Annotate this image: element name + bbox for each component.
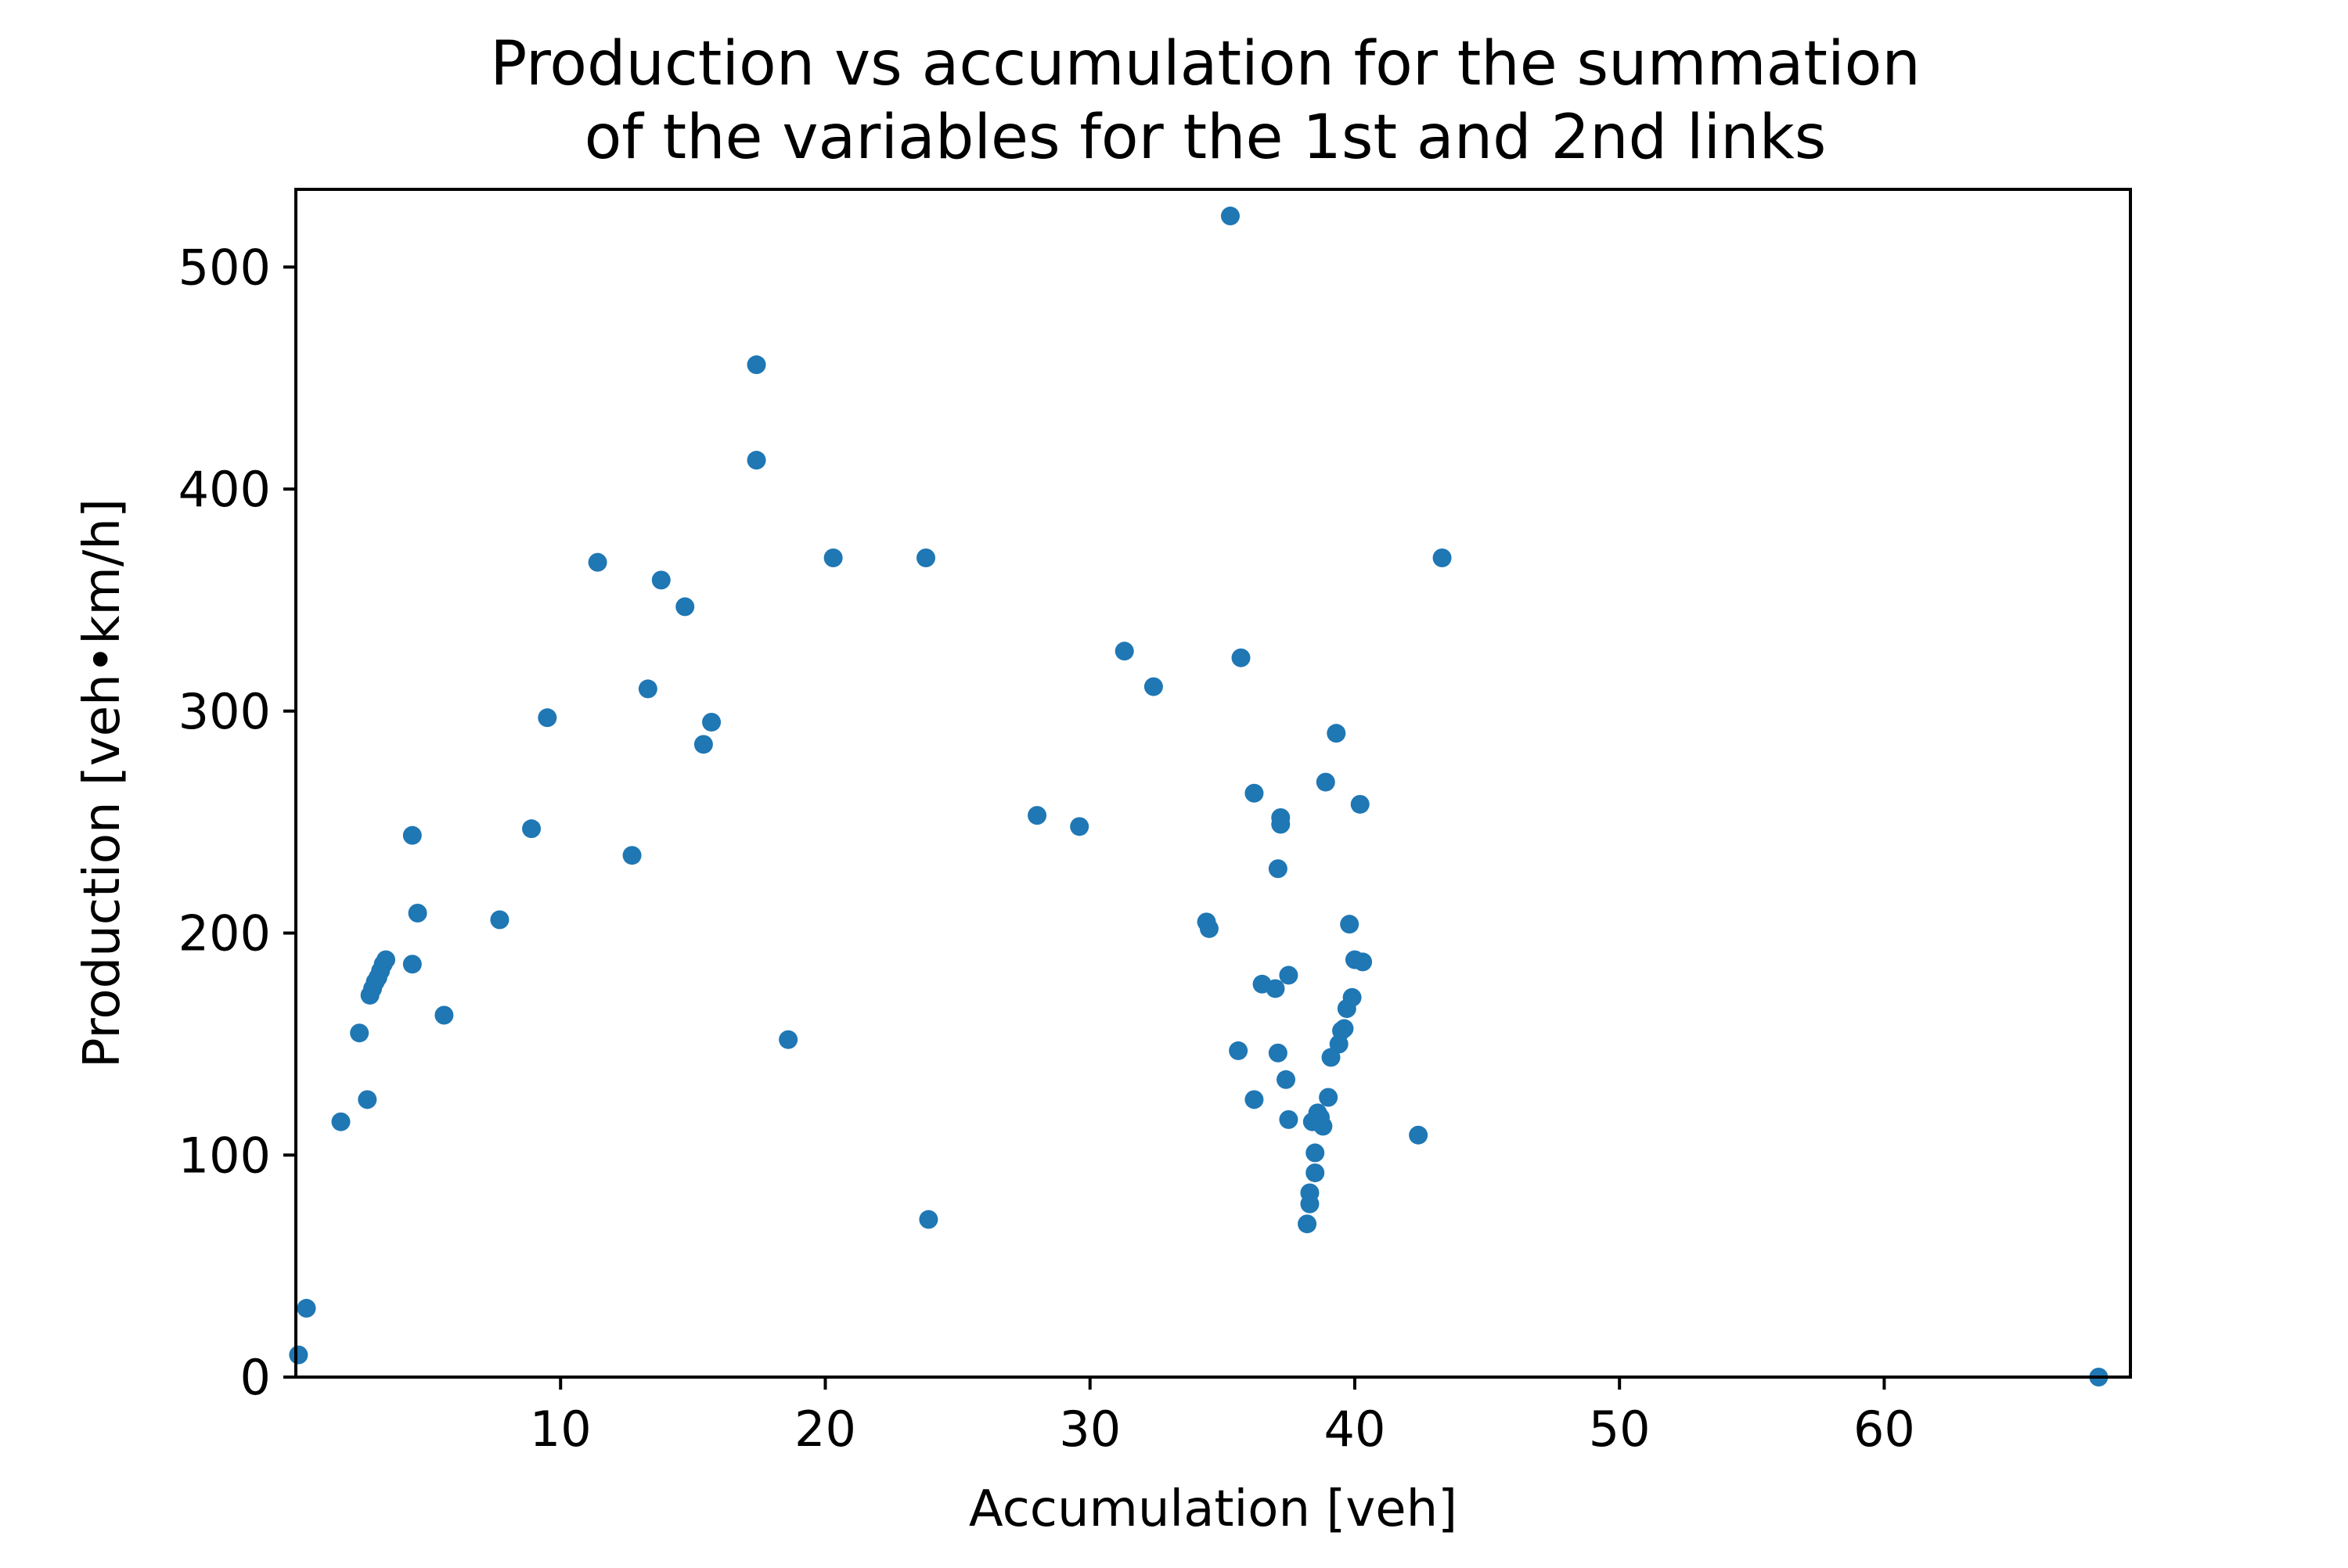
- data-points: [289, 207, 2109, 1386]
- data-point: [1220, 207, 1240, 226]
- data-point: [638, 679, 657, 699]
- x-tick-label: 10: [530, 1401, 592, 1458]
- y-tick-label: 0: [240, 1349, 271, 1406]
- data-point: [917, 548, 936, 568]
- chart-title: Production vs accumulation for the summa…: [490, 29, 1921, 173]
- data-point: [1279, 1109, 1298, 1129]
- data-point: [350, 1023, 369, 1043]
- data-point: [1028, 806, 1047, 825]
- data-point: [1229, 1041, 1248, 1060]
- data-point: [1313, 1117, 1333, 1136]
- data-point: [747, 355, 766, 375]
- data-point: [1298, 1214, 1317, 1234]
- x-axis: 10 20 30 40 50 60: [530, 1377, 1915, 1458]
- y-axis-label: Production [veh•km/h]: [74, 498, 131, 1068]
- data-point: [702, 712, 722, 732]
- x-tick-label: 30: [1059, 1401, 1121, 1458]
- data-point: [1279, 966, 1298, 985]
- data-point: [1300, 1183, 1320, 1203]
- data-point: [1319, 1088, 1338, 1107]
- data-point: [1244, 783, 1264, 803]
- data-point: [1266, 979, 1285, 998]
- data-point: [1342, 987, 1362, 1007]
- data-point: [1268, 1043, 1287, 1063]
- y-tick-label: 200: [178, 905, 271, 962]
- data-point: [651, 570, 671, 590]
- data-point: [1353, 952, 1373, 972]
- data-point: [622, 846, 642, 865]
- data-point: [779, 1030, 798, 1049]
- data-point: [588, 552, 607, 572]
- data-point: [1244, 1090, 1264, 1109]
- data-point: [402, 955, 422, 974]
- x-axis-label: Accumulation [veh]: [969, 1480, 1457, 1538]
- chart-title-line: Production vs accumulation for the summa…: [490, 29, 1921, 99]
- data-point: [1350, 794, 1370, 814]
- data-point: [1305, 1163, 1325, 1182]
- plot-frame: [294, 188, 2132, 1379]
- data-point: [693, 735, 713, 754]
- data-point: [408, 903, 427, 922]
- data-point: [1143, 677, 1163, 696]
- data-point: [434, 1005, 454, 1025]
- data-point: [1268, 859, 1287, 879]
- data-point: [1070, 817, 1089, 836]
- data-point: [1316, 772, 1335, 792]
- data-point: [675, 597, 695, 617]
- x-tick-label: 20: [794, 1401, 856, 1458]
- data-point: [538, 708, 557, 728]
- data-point: [358, 1090, 377, 1109]
- data-point: [1115, 642, 1134, 661]
- x-tick-label: 50: [1589, 1401, 1651, 1458]
- data-point: [1334, 1019, 1354, 1038]
- data-point: [1231, 648, 1251, 667]
- data-point: [1199, 919, 1219, 938]
- x-tick-label: 60: [1853, 1401, 1915, 1458]
- data-point: [289, 1345, 308, 1365]
- data-point: [1409, 1125, 1428, 1145]
- data-point: [1432, 548, 1452, 568]
- data-point: [1327, 724, 1346, 743]
- y-tick-label: 400: [178, 461, 271, 518]
- data-point: [297, 1299, 316, 1318]
- data-point: [747, 451, 766, 470]
- data-point: [823, 548, 843, 568]
- y-tick-label: 500: [178, 239, 271, 296]
- data-point: [376, 950, 396, 969]
- y-tick-label: 100: [178, 1127, 271, 1184]
- x-tick-label: 40: [1324, 1401, 1386, 1458]
- data-point: [402, 825, 422, 845]
- data-point: [1305, 1143, 1325, 1163]
- y-axis: 0 100 200 300 400 500: [178, 239, 296, 1406]
- chart-title-line: of the variables for the 1st and 2nd lin…: [585, 102, 1827, 173]
- data-point: [1277, 1070, 1296, 1089]
- data-point: [1271, 815, 1291, 834]
- data-point: [919, 1210, 938, 1229]
- data-point: [1340, 915, 1359, 934]
- data-point: [522, 819, 542, 839]
- data-point: [331, 1112, 351, 1131]
- y-tick-label: 300: [178, 683, 271, 740]
- data-point: [490, 910, 510, 930]
